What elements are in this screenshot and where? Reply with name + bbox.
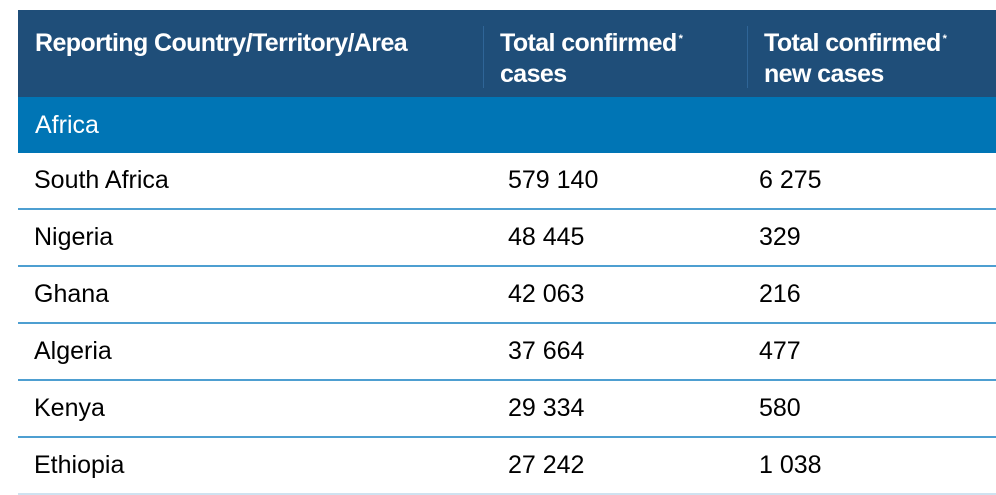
footnote-mark: *	[678, 33, 683, 45]
cell-new: 329	[759, 223, 801, 251]
cell-total: 42 063	[508, 280, 585, 308]
header-divider	[483, 26, 484, 88]
table-row: Algeria 37 664 477	[18, 324, 996, 381]
cell-country: Algeria	[34, 337, 112, 365]
cell-country: Ghana	[34, 280, 110, 308]
cell-new: 1 038	[759, 451, 822, 479]
cell-new: 477	[759, 337, 801, 365]
cell-country: Kenya	[34, 394, 105, 422]
region-row-africa: Africa	[18, 97, 996, 153]
table-row: Ghana 42 063 216	[18, 267, 996, 324]
cell-total: 48 445	[508, 223, 585, 251]
header-total-confirmed-line1: Total confirmed	[500, 29, 677, 57]
cell-total: 29 334	[508, 394, 585, 422]
table-row: South Africa 579 140 6 275	[18, 153, 996, 210]
table-header: Reporting Country/Territory/Area Total c…	[18, 10, 996, 97]
cell-country: South Africa	[34, 166, 169, 194]
cell-country: Ethiopia	[34, 451, 125, 479]
header-country-label: Reporting Country/Territory/Area	[35, 29, 408, 57]
cell-country: Nigeria	[34, 223, 114, 251]
cell-total: 37 664	[508, 337, 585, 365]
header-country: Reporting Country/Territory/Area	[35, 28, 408, 59]
cell-new: 6 275	[759, 166, 822, 194]
table-row: Nigeria 48 445 329	[18, 210, 996, 267]
cell-new: 216	[759, 280, 801, 308]
table-row: Ethiopia 27 242 1 038	[18, 438, 996, 495]
table-row: Kenya 29 334 580	[18, 381, 996, 438]
cell-total: 579 140	[508, 166, 599, 194]
cell-new: 580	[759, 394, 801, 422]
cell-total: 27 242	[508, 451, 585, 479]
footnote-mark: *	[942, 33, 947, 45]
header-new-confirmed: Total confirmed * new cases	[764, 28, 947, 90]
covid-cases-table: Reporting Country/Territory/Area Total c…	[18, 10, 996, 495]
header-new-confirmed-line1: Total confirmed	[764, 29, 941, 57]
header-divider	[747, 26, 748, 88]
header-total-confirmed: Total confirmed * cases	[500, 28, 683, 90]
header-total-confirmed-line2: cases	[500, 60, 567, 88]
header-new-confirmed-line2: new cases	[764, 60, 884, 88]
